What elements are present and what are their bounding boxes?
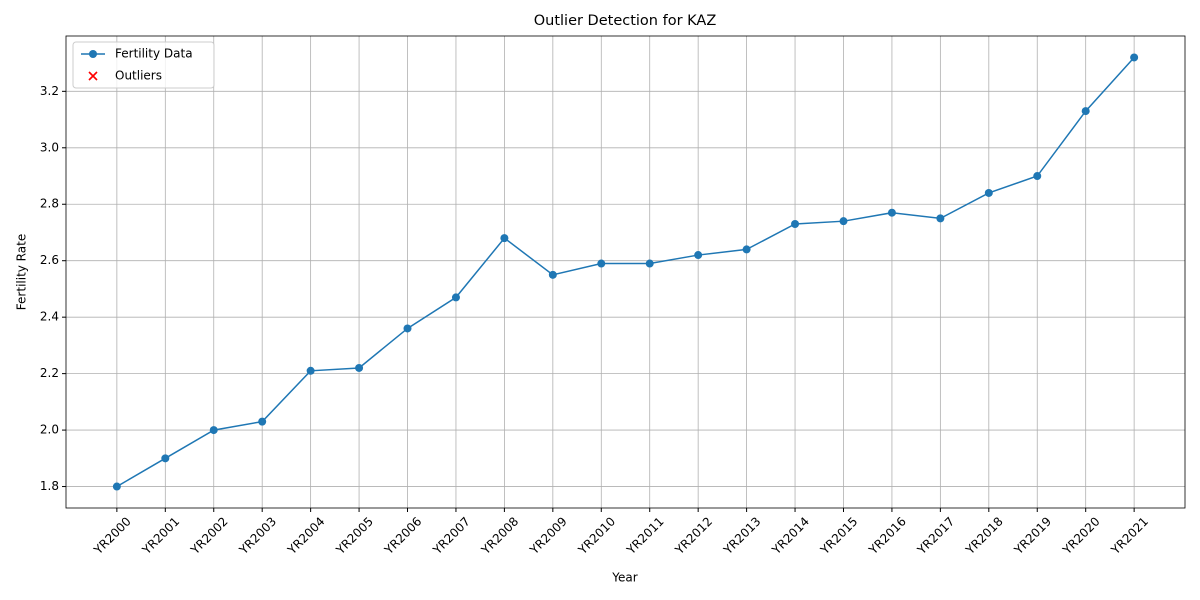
legend-box bbox=[72, 41, 215, 89]
x-tick-label: YR2002 bbox=[187, 514, 230, 557]
y-tick-label: 2.0 bbox=[40, 423, 59, 437]
marker bbox=[791, 220, 800, 229]
marker bbox=[548, 270, 557, 279]
marker bbox=[500, 234, 509, 243]
marker bbox=[597, 259, 606, 268]
marker bbox=[742, 245, 751, 254]
marker bbox=[1033, 172, 1042, 181]
marker bbox=[1130, 53, 1139, 62]
x-tick-label: YR2007 bbox=[430, 514, 473, 557]
plot-frame bbox=[65, 35, 1186, 509]
x-tick-label: YR2006 bbox=[381, 514, 424, 557]
x-tick-label: YR2019 bbox=[1011, 514, 1054, 557]
marker bbox=[258, 417, 267, 426]
chart-title: Outlier Detection for KAZ bbox=[534, 13, 717, 29]
x-axis-label: Year bbox=[611, 571, 637, 585]
marker bbox=[887, 208, 896, 217]
x-tick-label: YR2012 bbox=[672, 514, 715, 557]
x-tick-label: YR2020 bbox=[1059, 514, 1102, 557]
x-tick-label: YR2003 bbox=[236, 514, 279, 557]
marker bbox=[306, 366, 315, 375]
marker bbox=[112, 482, 121, 491]
marker bbox=[355, 363, 364, 372]
x-tick-label: YR2000 bbox=[91, 514, 134, 557]
marker-stroke bbox=[88, 71, 98, 81]
x-tick-label: YR2014 bbox=[769, 514, 812, 557]
x-tick-label: YR2009 bbox=[526, 514, 569, 557]
x-tick-label: YR2015 bbox=[817, 514, 860, 557]
x-tick-label: YR2004 bbox=[284, 514, 327, 557]
x-tick-label: YR2008 bbox=[478, 514, 521, 557]
y-tick-label: 2.6 bbox=[40, 253, 59, 267]
x-tick-label: YR2021 bbox=[1108, 514, 1151, 557]
legend-label: Fertility Data bbox=[115, 47, 193, 61]
marker bbox=[645, 259, 654, 268]
marker bbox=[89, 50, 97, 58]
x-tick-label: YR2005 bbox=[333, 514, 376, 557]
legend-label: Outliers bbox=[115, 69, 162, 83]
line bbox=[116, 56, 1135, 488]
marker bbox=[451, 293, 460, 302]
marker bbox=[403, 324, 412, 333]
y-axis-label: Fertility Rate bbox=[15, 234, 29, 310]
marker bbox=[161, 454, 170, 463]
x-tick-label: YR2013 bbox=[720, 514, 763, 557]
marker bbox=[936, 214, 945, 223]
x-tick-label: YR2011 bbox=[623, 514, 666, 557]
y-tick-label: 3.2 bbox=[40, 84, 59, 98]
x-tick-label: YR2017 bbox=[914, 514, 957, 557]
x-tick-label: YR2001 bbox=[139, 514, 182, 557]
y-tick-label: 2.4 bbox=[40, 310, 59, 324]
y-tick-label: 3.0 bbox=[40, 140, 59, 154]
y-tick-label: 2.8 bbox=[40, 197, 59, 211]
marker bbox=[88, 71, 98, 81]
y-tick-label: 2.2 bbox=[40, 366, 59, 380]
marker bbox=[1081, 107, 1090, 116]
x-tick-label: YR2010 bbox=[575, 514, 618, 557]
marker bbox=[984, 188, 993, 197]
marker bbox=[839, 217, 848, 226]
y-tick-label: 1.8 bbox=[40, 479, 59, 493]
x-tick-label: YR2016 bbox=[866, 514, 909, 557]
marker bbox=[209, 426, 218, 435]
marker bbox=[694, 251, 703, 260]
x-tick-label: YR2018 bbox=[962, 514, 1005, 557]
